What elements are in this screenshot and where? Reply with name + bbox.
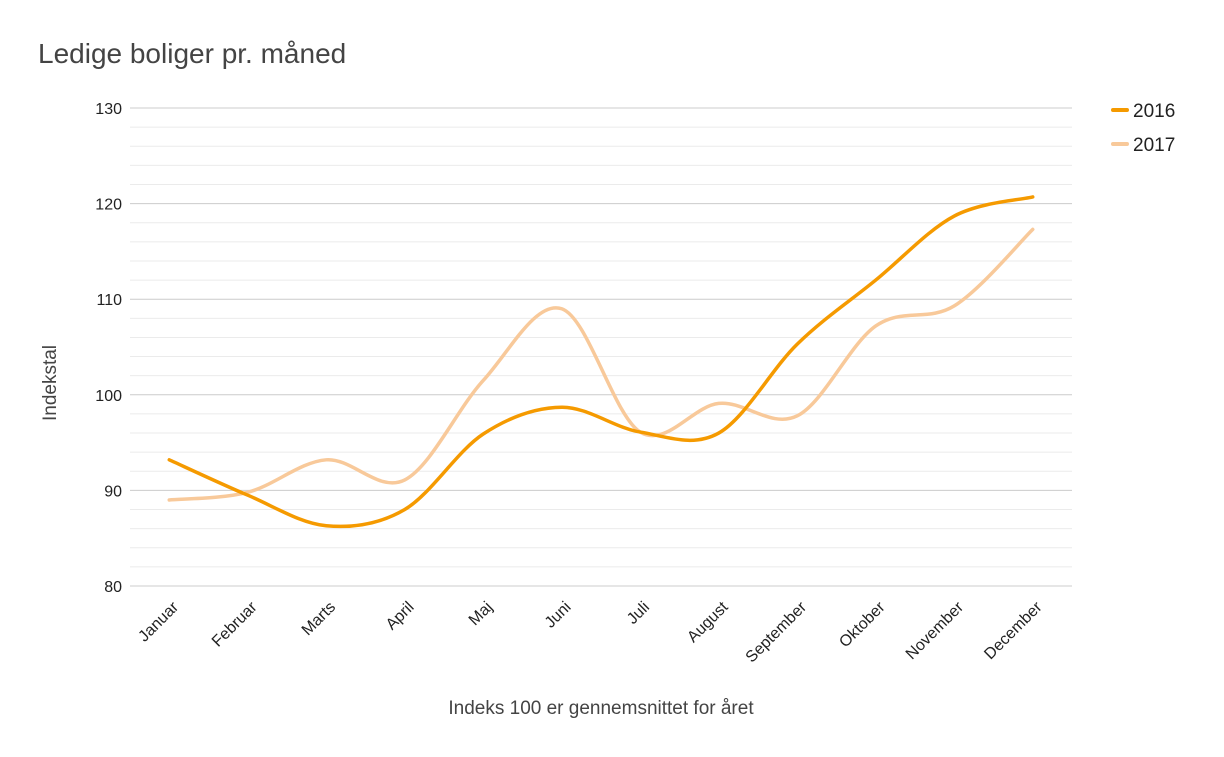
x-tick-label: Oktober xyxy=(836,598,889,651)
x-tick-label: September xyxy=(743,598,811,666)
y-tick-label: 110 xyxy=(96,292,122,309)
y-axis-ticks: 80 90 100 110 120 130 xyxy=(95,101,122,596)
series-line-2017 xyxy=(167,227,1035,502)
chart-title: Ledige boliger pr. måned xyxy=(38,38,347,69)
x-tick-label: April xyxy=(383,599,418,634)
legend-label-2017: 2017 xyxy=(1133,135,1175,156)
x-tick-label: Maj xyxy=(466,599,496,629)
y-axis-title: Indekstal xyxy=(40,345,61,421)
series-line-2016 xyxy=(167,195,1035,529)
x-tick-label: November xyxy=(903,598,968,663)
x-tick-label: August xyxy=(684,598,732,646)
y-tick-label: 80 xyxy=(104,579,122,596)
gridlines xyxy=(130,107,1072,587)
x-axis-ticks: Januar Februar Marts April Maj Juni Juli August… xyxy=(135,598,1046,666)
legend: 2016 2017 xyxy=(1111,101,1175,156)
x-tick-label: Juni xyxy=(542,599,575,632)
x-axis-title: Indeks 100 er gennemsnittet for året xyxy=(448,698,754,719)
x-tick-label: December xyxy=(981,598,1046,663)
y-tick-label: 120 xyxy=(95,197,122,214)
x-tick-label: Marts xyxy=(299,599,339,639)
x-tick-label: Januar xyxy=(135,598,182,645)
y-tick-label: 100 xyxy=(95,388,122,405)
y-tick-label: 130 xyxy=(95,101,122,118)
x-tick-label: Februar xyxy=(209,598,261,650)
legend-label-2016: 2016 xyxy=(1133,101,1175,122)
x-tick-label: Juli xyxy=(624,599,653,628)
y-tick-label: 90 xyxy=(104,483,122,500)
series-lines xyxy=(167,195,1035,529)
